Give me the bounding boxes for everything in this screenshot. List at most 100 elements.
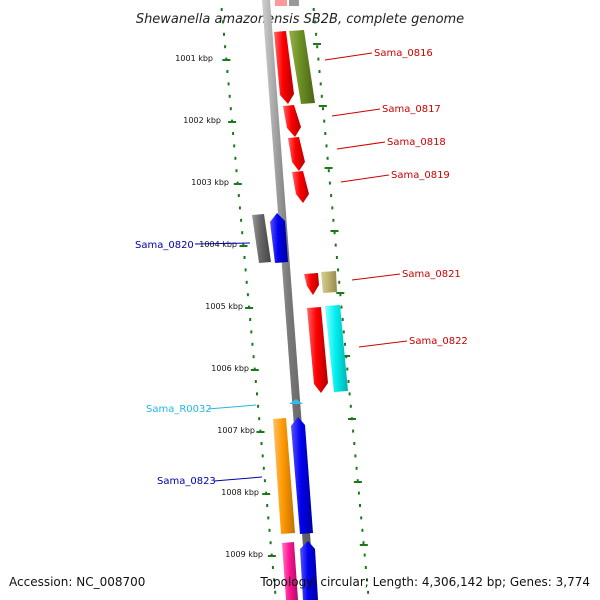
ruler-dot	[243, 256, 246, 259]
gene-blue-bottom[interactable]	[300, 541, 318, 600]
gene-faded-top	[275, 0, 287, 6]
ruler-dot	[320, 94, 323, 98]
gene-sama-0822-cyan[interactable]	[325, 305, 348, 392]
gene-sama-0819[interactable]	[292, 171, 309, 203]
ruler-dot	[335, 256, 338, 259]
ruler-major-tick	[262, 493, 271, 495]
ruler-major-tick	[324, 167, 333, 169]
gene-labels: Sama_0816 Sama_0817 Sama_0818 Sama_0819 …	[135, 48, 468, 487]
ruler-major-tick	[342, 355, 351, 357]
gene-sama-0817[interactable]	[283, 105, 301, 137]
ruler-dot	[245, 280, 248, 284]
leader-line	[194, 242, 251, 245]
ruler-major-tick	[353, 481, 362, 483]
ruler-dot	[240, 218, 243, 222]
ruler-dot	[323, 119, 326, 123]
ruler-dot	[339, 293, 342, 297]
gene-label-sama-0816[interactable]: Sama_0816	[374, 48, 433, 59]
gene-sama-0820-gray[interactable]	[252, 214, 271, 263]
gene-sama-0823[interactable]	[291, 417, 313, 534]
kbp-ticks: 1001 kbp 1002 kbp 1003 kbp 1004 kbp 1005…	[175, 54, 263, 559]
gene-label-sama-0821[interactable]: Sama_0821	[402, 269, 461, 280]
ruler-major-tick	[233, 183, 242, 185]
ruler-major-tick	[250, 369, 259, 371]
ruler-dot	[274, 590, 277, 594]
leader-line	[340, 174, 390, 183]
ruler-dot	[246, 293, 249, 297]
ruler-dot	[226, 70, 229, 73]
ruler-dot	[261, 454, 264, 458]
ruler-dot	[316, 45, 319, 49]
gene-label-sama-0819[interactable]: Sama_0819	[391, 170, 450, 181]
ruler-major-tick	[348, 418, 356, 420]
ruler-dot	[260, 442, 263, 445]
ruler-dot	[249, 318, 252, 321]
ruler-major-tick	[256, 431, 265, 433]
ruler-dot	[221, 20, 224, 24]
ruler-dot	[241, 231, 244, 235]
leader-line	[331, 108, 381, 117]
ruler-dot	[234, 156, 237, 160]
gene-label-sama-0820[interactable]: Sama_0820	[135, 240, 194, 251]
kbp-label: 1009 kbp	[225, 550, 263, 559]
ruler-dot	[340, 305, 343, 309]
gene-sama-0816[interactable]	[274, 31, 294, 104]
gene-label-sama-0823[interactable]: Sama_0823	[157, 476, 216, 487]
leader-lines	[194, 52, 408, 482]
kbp-label: 1008 kbp	[221, 488, 259, 497]
gene-label-sama-r0032[interactable]: Sama_R0032	[146, 404, 212, 415]
ruler-dot	[254, 380, 257, 383]
ruler-dot	[328, 181, 331, 185]
ruler-dot	[342, 330, 345, 334]
gene-sama-0817-olive[interactable]	[289, 30, 315, 104]
leader-line	[213, 476, 263, 482]
gene-sama-0822[interactable]	[307, 307, 328, 393]
leader-line	[358, 340, 408, 348]
ruler-dot	[322, 107, 324, 111]
ruler-major-tick	[313, 43, 321, 45]
gene-label-sama-0818[interactable]: Sama_0818	[387, 137, 446, 148]
ruler-dot	[251, 342, 254, 346]
ruler-dot	[362, 541, 365, 545]
gene-orange[interactable]	[273, 418, 295, 534]
kbp-label: 1004 kbp	[199, 240, 237, 249]
map-title: Shewanella amazonensis SB2B, complete ge…	[136, 12, 464, 27]
gene-sama-0821[interactable]	[304, 273, 319, 295]
ruler-dot	[237, 194, 240, 197]
gene-sama-0820[interactable]	[270, 213, 288, 263]
gene-sama-r0032[interactable]	[289, 399, 303, 404]
ruler-dot	[361, 528, 364, 532]
gene-sama-0818[interactable]	[288, 137, 305, 171]
leader-line	[351, 273, 401, 281]
ruler-dot	[228, 94, 231, 98]
ruler-dot	[269, 541, 272, 545]
ruler-dot	[318, 70, 321, 73]
ruler-dot	[331, 206, 334, 210]
ruler-dot	[363, 553, 366, 557]
ruler-dot	[334, 243, 337, 247]
ruler-dot	[271, 566, 274, 569]
ruler-dot	[223, 32, 225, 36]
ruler-dot	[344, 342, 346, 346]
kbp-label: 1003 kbp	[191, 178, 229, 187]
kbp-label: 1002 kbp	[183, 116, 221, 125]
ruler-dot	[327, 169, 330, 173]
gene-pink[interactable]	[282, 542, 298, 600]
ruler-major-tick	[336, 292, 345, 294]
gene-label-sama-0817[interactable]: Sama_0817	[382, 104, 441, 115]
ruler-dot	[258, 417, 261, 421]
gene-faded-top	[289, 0, 299, 6]
ruler-dot	[232, 132, 235, 135]
ruler-dot	[325, 144, 328, 148]
ruler-dot	[233, 144, 236, 148]
ruler-dot	[319, 82, 322, 86]
kbp-label: 1007 kbp	[217, 426, 255, 435]
ruler-dot	[352, 429, 355, 433]
leader-line	[207, 404, 257, 410]
ruler-dot	[367, 590, 370, 594]
kbp-label: 1001 kbp	[175, 54, 213, 63]
gene-label-sama-0822[interactable]: Sama_0822	[409, 336, 468, 347]
gene-sama-0821-khaki[interactable]	[321, 271, 337, 293]
ruler-dot	[312, 8, 315, 11]
